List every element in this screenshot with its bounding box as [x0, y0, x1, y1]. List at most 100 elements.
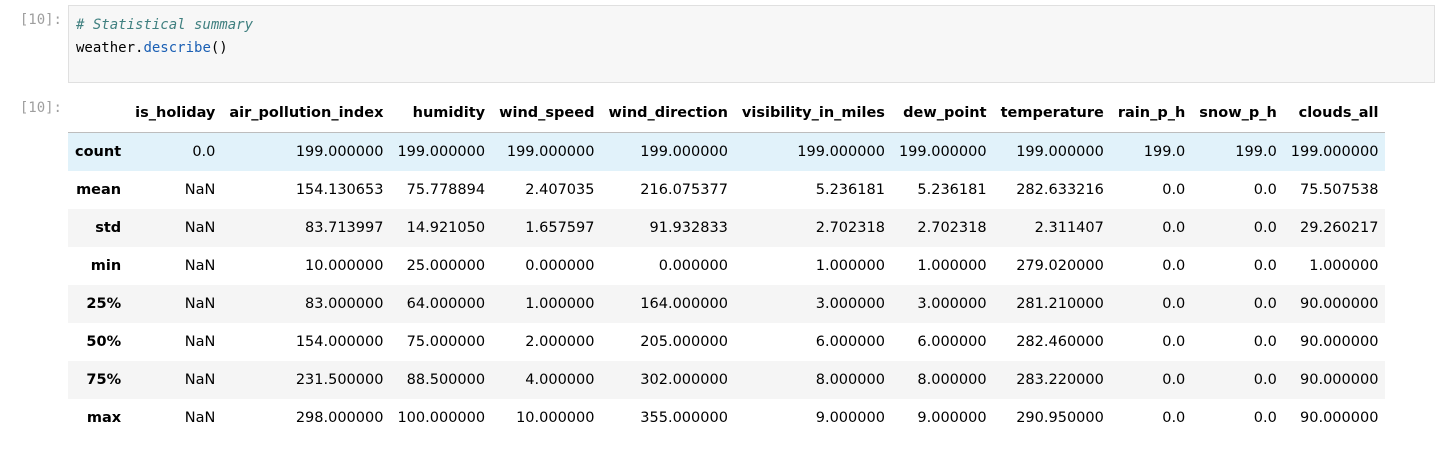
table-cell: 282.633216 [1016, 182, 1104, 198]
table-cell: 199.000000 [898, 144, 987, 160]
column-header: rain_p_h [1117, 105, 1186, 121]
table-cell: 1.000000 [917, 258, 987, 274]
column-header: temperature [1000, 105, 1104, 121]
table-row: 75% NaN 231.500000 88.500000 4.000000 302.000… [68, 361, 1386, 399]
index-header [68, 94, 128, 133]
output-prompt: [10]: [19, 100, 62, 116]
row-label: min [90, 258, 122, 274]
table-cell: 0.0 [1253, 410, 1277, 426]
input-prompt: [10]: [19, 12, 62, 28]
table-cell: 199.000000 [640, 144, 728, 160]
column-header: wind_speed [499, 105, 595, 121]
table-cell: NaN [184, 220, 216, 236]
table-cell: 199.0 [1143, 144, 1186, 160]
table-cell: 0.0 [1253, 258, 1277, 274]
column-header: wind_direction [608, 105, 728, 121]
describe-table: is_holiday air_pollution_index humidity win… [68, 94, 1386, 437]
table-cell: 4.000000 [525, 372, 595, 388]
table-cell: 1.000000 [525, 296, 595, 312]
table-cell: NaN [184, 296, 216, 312]
table-cell: 25.000000 [406, 258, 486, 274]
table-cell: 199.000000 [797, 144, 885, 160]
row-label: count [75, 144, 122, 160]
table-cell: 6.000000 [917, 334, 987, 350]
table-cell: 0.0 [1162, 334, 1186, 350]
table-row: mean NaN 154.130653 75.778894 2.407035 216.07… [68, 171, 1386, 209]
table-cell: 8.000000 [815, 372, 885, 388]
row-label: mean [76, 182, 122, 198]
table-cell: 1.000000 [815, 258, 885, 274]
column-header: air_pollution_index [229, 105, 384, 121]
table-cell: 290.950000 [1016, 410, 1104, 426]
table-cell: 164.000000 [640, 296, 728, 312]
table-cell: 199.000000 [1290, 144, 1379, 160]
row-label: 75% [86, 372, 122, 388]
column-header: humidity [412, 105, 486, 121]
table-cell: 5.236181 [815, 182, 885, 198]
table-cell: 0.0 [1253, 334, 1277, 350]
table-cell: 8.000000 [917, 372, 987, 388]
table-row: min NaN 10.000000 25.000000 0.000000 0.000000… [68, 247, 1386, 285]
table-cell: 0.0 [192, 144, 216, 160]
column-header: visibility_in_miles [741, 105, 885, 121]
table-cell: 10.000000 [516, 410, 595, 426]
table-cell: 0.0 [1162, 220, 1186, 236]
table-cell: 199.0 [1235, 144, 1277, 160]
table-cell: 0.000000 [658, 258, 728, 274]
table-cell: 302.000000 [640, 372, 728, 388]
table-cell: 75.000000 [406, 334, 486, 350]
table-cell: 0.0 [1253, 372, 1277, 388]
table-cell: 91.932833 [649, 220, 728, 236]
table-cell: 83.000000 [305, 296, 384, 312]
table-cell: 355.000000 [640, 410, 728, 426]
table-cell: 2.000000 [525, 334, 595, 350]
table-cell: 29.260217 [1300, 220, 1379, 236]
table-cell: 90.000000 [1300, 296, 1379, 312]
table-cell: 1.000000 [1309, 258, 1379, 274]
table-cell: 0.0 [1253, 220, 1277, 236]
table-row: count 0.0 199.000000 199.000000 199.000000 19… [68, 132, 1386, 171]
table-cell: 0.0 [1162, 410, 1186, 426]
code-parens: () [210, 40, 228, 56]
table-cell: 298.000000 [295, 410, 384, 426]
table-cell: 283.220000 [1016, 372, 1104, 388]
table-cell: 9.000000 [815, 410, 885, 426]
table-cell: 2.311407 [1034, 220, 1104, 236]
table-cell: 199.000000 [397, 144, 486, 160]
row-label: std [95, 220, 122, 236]
row-label: 25% [86, 296, 122, 312]
table-cell: 0.0 [1162, 258, 1186, 274]
table-cell: 205.000000 [640, 334, 728, 350]
table-cell: 3.000000 [917, 296, 987, 312]
table-cell: 281.210000 [1016, 296, 1104, 312]
code-comment: # Statistical summary [76, 17, 254, 33]
table-cell: NaN [184, 334, 216, 350]
code-cell[interactable]: # Statistical summary weather.describe() [68, 5, 1435, 83]
table-row: max NaN 298.000000 100.000000 10.000000 355.0… [68, 399, 1386, 437]
table-cell: NaN [184, 182, 216, 198]
table-cell: 90.000000 [1300, 372, 1379, 388]
code-statement: weather.describe() [76, 37, 1427, 60]
table-cell: 2.702318 [917, 220, 987, 236]
table-cell: 0.000000 [525, 258, 595, 274]
table-cell: 216.075377 [640, 182, 728, 198]
table-cell: 154.130653 [295, 182, 384, 198]
table-cell: 282.460000 [1016, 334, 1104, 350]
code-method: describe [143, 40, 211, 56]
table-cell: 88.500000 [406, 372, 486, 388]
table-cell: 0.0 [1253, 296, 1277, 312]
table-header-row: is_holiday air_pollution_index humidity win… [68, 94, 1386, 133]
table-cell: 154.000000 [295, 334, 384, 350]
table-row: 25% NaN 83.000000 64.000000 1.000000 164.0000… [68, 285, 1386, 323]
row-label: max [86, 410, 122, 426]
column-header: is_holiday [135, 105, 216, 121]
table-cell: 1.657597 [525, 220, 595, 236]
table-cell: NaN [184, 258, 216, 274]
column-header: clouds_all [1298, 105, 1379, 121]
table-cell: 0.0 [1162, 296, 1186, 312]
table-cell: 100.000000 [397, 410, 486, 426]
table-cell: 231.500000 [295, 372, 384, 388]
table-cell: 0.0 [1162, 182, 1186, 198]
table-row: std NaN 83.713997 14.921050 1.657597 91.93283… [68, 209, 1386, 247]
table-cell: 90.000000 [1300, 410, 1379, 426]
